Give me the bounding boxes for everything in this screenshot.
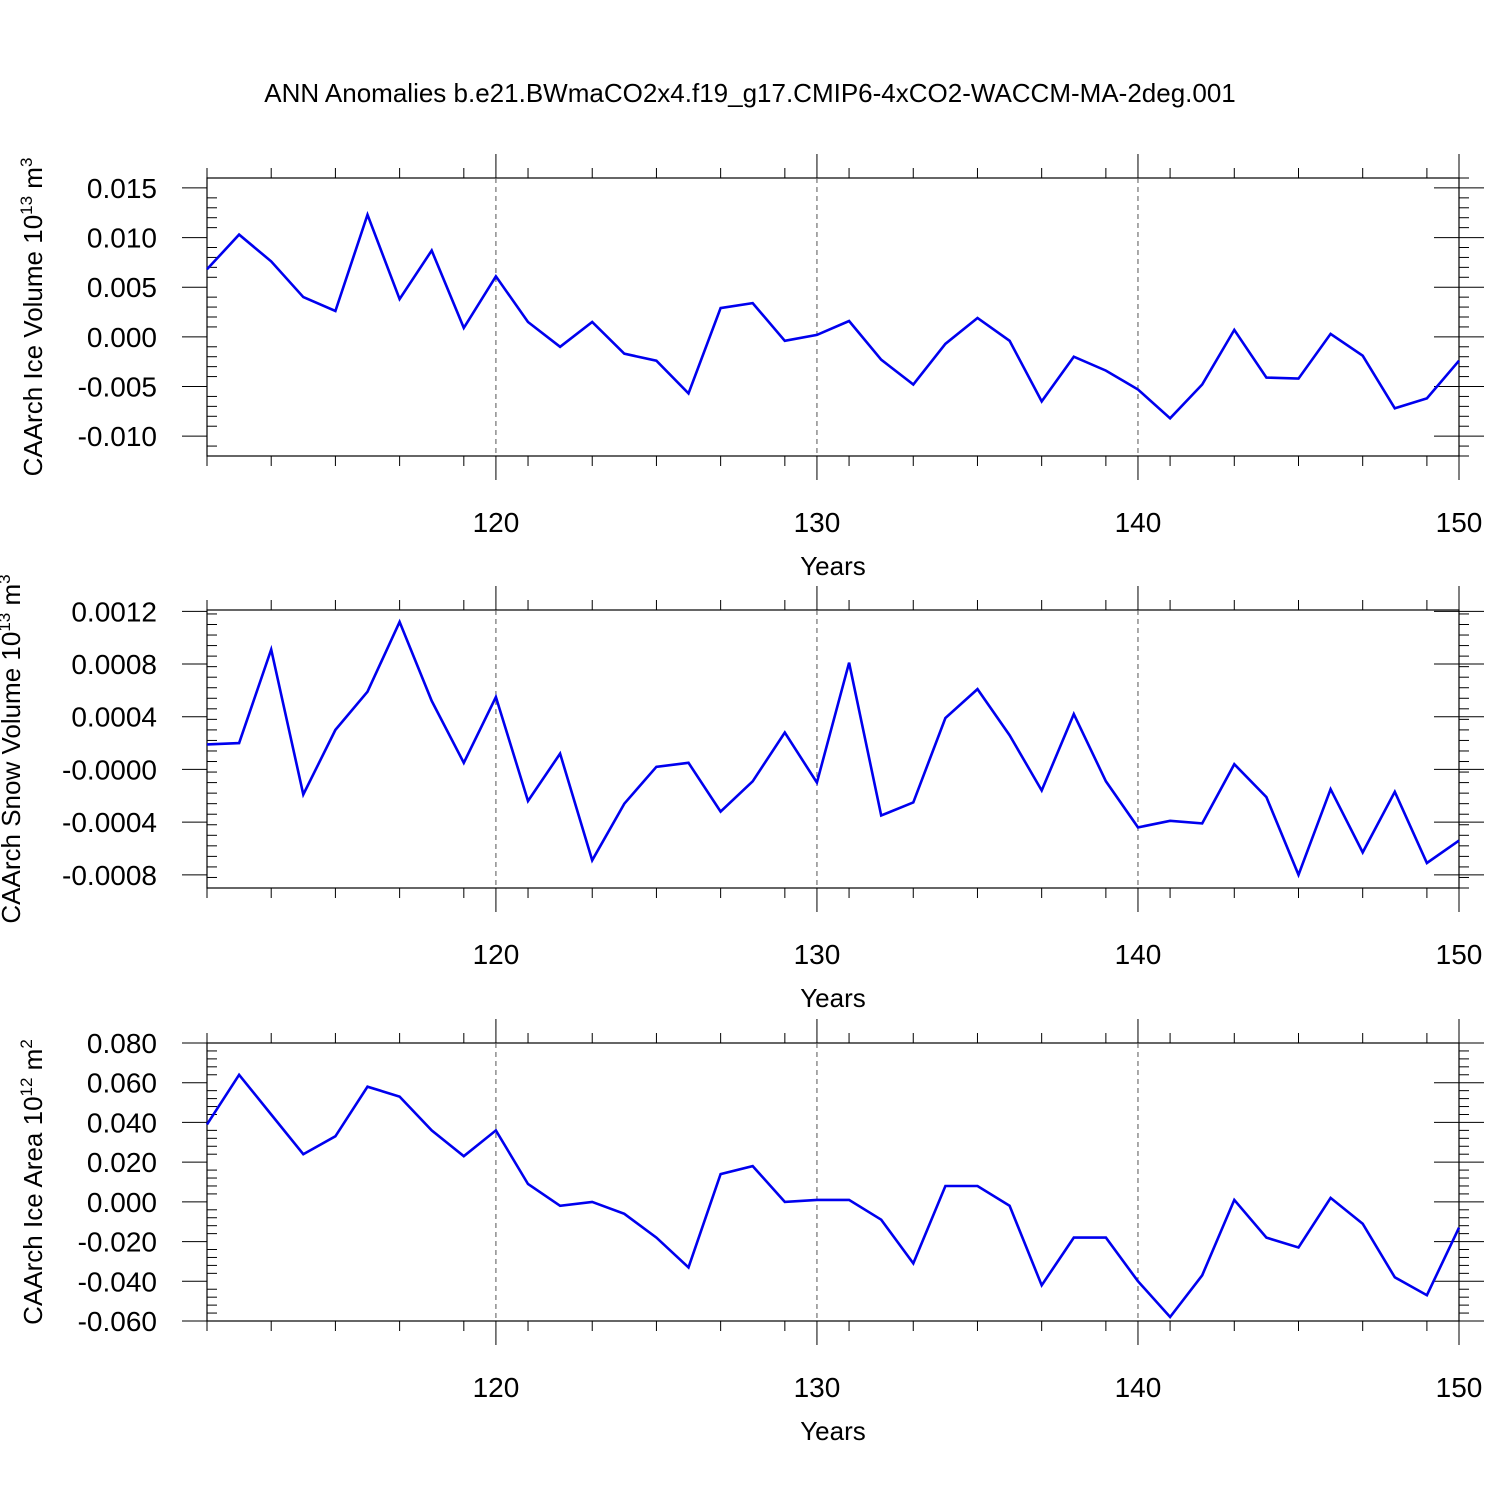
x-tick-label: 130 bbox=[794, 939, 841, 970]
x-axis-title: Years bbox=[800, 983, 866, 1013]
x-tick-label: 130 bbox=[794, 1372, 841, 1403]
y-tick-label: -0.005 bbox=[78, 372, 157, 403]
x-tick-label: 120 bbox=[473, 939, 520, 970]
y-tick-label: -0.020 bbox=[78, 1227, 157, 1258]
y-tick-label: 0.0004 bbox=[71, 702, 157, 733]
y-tick-label: 0.010 bbox=[87, 223, 157, 254]
chart-title: ANN Anomalies b.e21.BWmaCO2x4.f19_g17.CM… bbox=[264, 78, 1236, 108]
y-tick-label: -0.0004 bbox=[62, 807, 157, 838]
panel-ice-volume: 120 130 140 150 Years 0.015 0.010 0.005 0.000 -0.… bbox=[17, 154, 1484, 581]
x-tick-label: 140 bbox=[1115, 507, 1162, 538]
y-tick-label: 0.080 bbox=[87, 1028, 157, 1059]
y-tick-label: -0.0000 bbox=[62, 754, 157, 785]
y-tick-label: 0.060 bbox=[87, 1068, 157, 1099]
x-axis-title: Years bbox=[800, 551, 866, 581]
x-tick-label: 140 bbox=[1115, 1372, 1162, 1403]
y-tick-label: 0.015 bbox=[87, 173, 157, 204]
y-axis-title: CAArch Snow Volume 1013 m3 bbox=[0, 574, 26, 923]
series-line-ice-area bbox=[205, 1072, 1461, 1320]
y-tick-label: 0.005 bbox=[87, 272, 157, 303]
y-tick-label: -0.040 bbox=[78, 1266, 157, 1297]
y-axis-title: CAArch Ice Area 1012 m2 bbox=[17, 1039, 48, 1325]
plot-frame bbox=[206, 609, 1460, 889]
y-tick-label: 0.000 bbox=[87, 1187, 157, 1218]
y-tick-label: 0.0008 bbox=[71, 649, 157, 680]
y-tick-label: 0.000 bbox=[87, 322, 157, 353]
plot-frame bbox=[206, 177, 1460, 457]
y-axis-title: CAArch Ice Volume 1013 m3 bbox=[17, 158, 48, 477]
x-tick-label: 130 bbox=[794, 507, 841, 538]
y-tick-label: -0.060 bbox=[78, 1306, 157, 1337]
x-axis-title: Years bbox=[800, 1416, 866, 1446]
x-tick-label: 150 bbox=[1436, 507, 1483, 538]
x-tick-label: 150 bbox=[1436, 939, 1483, 970]
x-tick-label: 120 bbox=[473, 507, 520, 538]
series-line-ice-volume bbox=[206, 210, 1460, 421]
y-tick-label: 0.0012 bbox=[71, 596, 157, 627]
y-tick-label: -0.010 bbox=[78, 421, 157, 452]
y-tick-label: 0.040 bbox=[87, 1107, 157, 1138]
series-line-snow-volume bbox=[206, 618, 1460, 879]
plot-frame bbox=[206, 1042, 1460, 1322]
x-tick-label: 140 bbox=[1115, 939, 1162, 970]
x-tick-label: 120 bbox=[473, 1372, 520, 1403]
y-tick-label: -0.0008 bbox=[62, 860, 157, 891]
x-tick-label: 150 bbox=[1436, 1372, 1483, 1403]
y-tick-label: 0.020 bbox=[87, 1147, 157, 1178]
panel-ice-area: 120 130 140 150 Years 0.080 0.060 0.040 0.020 0.0… bbox=[17, 1019, 1484, 1446]
panel-snow-volume: 120 130 140 150 Years 0.0012 0.0008 0.0004 -0.00… bbox=[0, 574, 1484, 1013]
